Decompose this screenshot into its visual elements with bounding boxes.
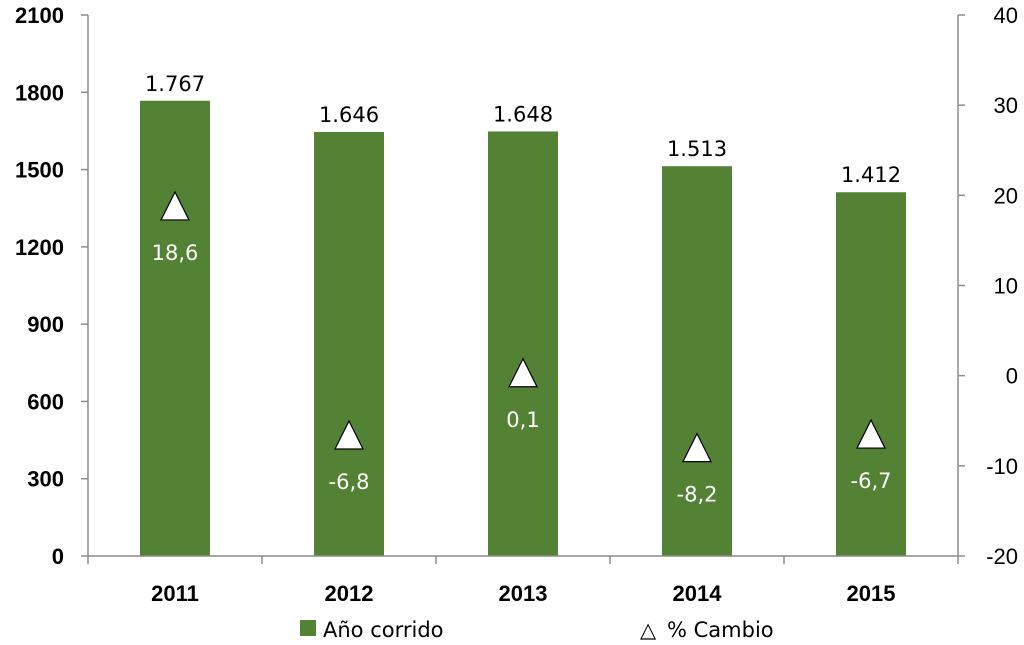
change-data-label: 18,6 bbox=[152, 241, 199, 265]
left-tick-label: 1200 bbox=[15, 235, 64, 260]
bar-data-label: 1.513 bbox=[667, 137, 727, 161]
right-tick-label: -10 bbox=[986, 454, 1018, 479]
change-marker bbox=[334, 419, 364, 450]
left-tick-label: 900 bbox=[27, 312, 64, 337]
left-tick-label: 300 bbox=[27, 467, 64, 492]
x-tick-label: 2011 bbox=[151, 581, 199, 606]
change-marker bbox=[856, 418, 886, 449]
x-axis: 2011 2012 2013 2014 2015 bbox=[87, 555, 959, 606]
change-data-label: -6,8 bbox=[329, 470, 370, 494]
right-tick-label: -20 bbox=[986, 544, 1018, 569]
x-tick-label: 2012 bbox=[325, 581, 374, 606]
legend-label-change: % Cambio bbox=[667, 618, 774, 642]
left-axis: 0 300 600 900 1200 1500 1800 2100 bbox=[15, 3, 89, 569]
right-tick-label: 40 bbox=[994, 3, 1018, 28]
legend: Año corrido △ % Cambio bbox=[300, 618, 774, 642]
change-data-label: -8,2 bbox=[677, 483, 718, 507]
x-tick-label: 2013 bbox=[499, 581, 548, 606]
change-marker bbox=[682, 432, 712, 463]
left-tick-label: 1500 bbox=[15, 158, 64, 183]
left-tick-label: 1800 bbox=[15, 80, 64, 105]
bar bbox=[836, 192, 906, 557]
right-tick-label: 20 bbox=[994, 183, 1018, 208]
bar-data-label: 1.648 bbox=[493, 102, 553, 126]
bar bbox=[314, 131, 384, 556]
bar-data-label: 1.767 bbox=[145, 72, 205, 96]
bar-data-label: 1.412 bbox=[841, 163, 901, 187]
plot-area: 1.767 1.646 1.648 1.513 1.412 18,6 -6,8 0,1 -8,2… bbox=[140, 72, 906, 557]
left-tick-label: 0 bbox=[52, 544, 64, 569]
bar bbox=[140, 100, 210, 556]
left-tick-label: 600 bbox=[27, 389, 64, 414]
left-tick-label: 2100 bbox=[15, 3, 64, 28]
right-tick-label: 10 bbox=[994, 274, 1018, 299]
x-tick-label: 2015 bbox=[847, 581, 896, 606]
change-marker bbox=[160, 190, 190, 221]
bar bbox=[488, 131, 558, 557]
bar bbox=[662, 166, 732, 556]
legend-label-bar: Año corrido bbox=[323, 618, 444, 642]
bar-data-label: 1.646 bbox=[319, 103, 379, 127]
legend-triangle-icon: △ bbox=[640, 618, 657, 642]
right-tick-label: 30 bbox=[994, 93, 1018, 118]
change-data-label: 0,1 bbox=[506, 408, 539, 432]
right-axis: -20 -10 0 10 20 30 40 bbox=[957, 3, 1018, 569]
right-tick-label: 0 bbox=[1006, 364, 1018, 389]
change-data-label: -6,7 bbox=[851, 469, 892, 493]
x-tick-label: 2014 bbox=[673, 581, 723, 606]
change-marker bbox=[508, 357, 538, 388]
legend-swatch-bar bbox=[300, 620, 316, 636]
